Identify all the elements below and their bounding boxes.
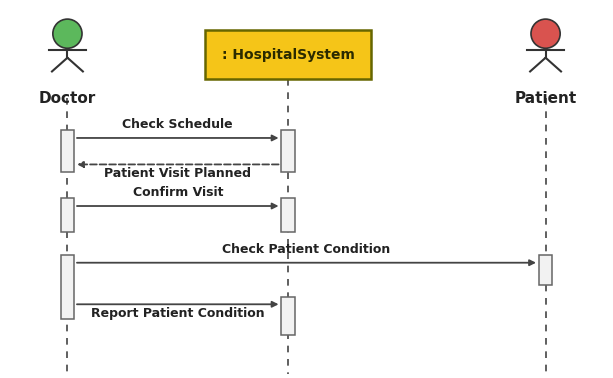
Text: : HospitalSystem: : HospitalSystem bbox=[222, 48, 354, 62]
Bar bbox=[281, 198, 295, 232]
Bar bbox=[205, 30, 371, 79]
Text: Check Patient Condition: Check Patient Condition bbox=[223, 243, 390, 256]
Ellipse shape bbox=[531, 19, 560, 48]
Bar bbox=[61, 130, 74, 172]
Text: Patient Visit Planned: Patient Visit Planned bbox=[104, 167, 251, 180]
Bar bbox=[281, 130, 295, 172]
Bar bbox=[61, 255, 74, 319]
Text: Doctor: Doctor bbox=[39, 91, 96, 106]
Bar bbox=[281, 297, 295, 335]
Text: Patient: Patient bbox=[514, 91, 577, 106]
Ellipse shape bbox=[53, 19, 82, 48]
Text: Check Schedule: Check Schedule bbox=[123, 118, 233, 131]
Bar bbox=[61, 198, 74, 232]
Bar bbox=[539, 255, 552, 285]
Text: Report Patient Condition: Report Patient Condition bbox=[91, 307, 265, 319]
Text: Confirm Visit: Confirm Visit bbox=[132, 186, 223, 199]
